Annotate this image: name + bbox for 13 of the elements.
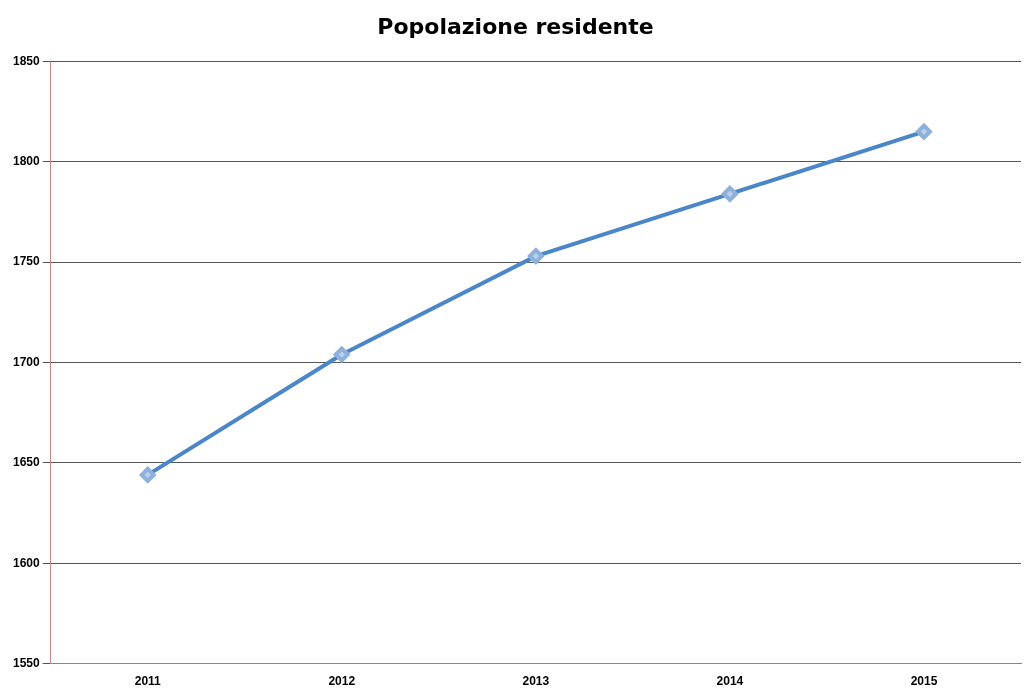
y-tick-label: 1650 [12, 455, 41, 470]
y-tick-label: 1850 [12, 53, 41, 68]
x-tick-label: 2011 [134, 674, 162, 689]
x-tick-label: 2013 [522, 674, 550, 689]
y-tick-label: 1750 [12, 254, 41, 269]
x-tick-label: 2012 [328, 674, 356, 689]
y-tick-label: 1700 [12, 354, 41, 369]
x-tick-label: 2015 [910, 674, 938, 689]
chart-title: Popolazione residente [377, 13, 654, 39]
y-tick-label: 1550 [12, 655, 41, 670]
x-tick-label: 2014 [716, 674, 744, 689]
y-tick-label: 1800 [12, 154, 41, 169]
y-tick-label: 1600 [12, 555, 41, 570]
